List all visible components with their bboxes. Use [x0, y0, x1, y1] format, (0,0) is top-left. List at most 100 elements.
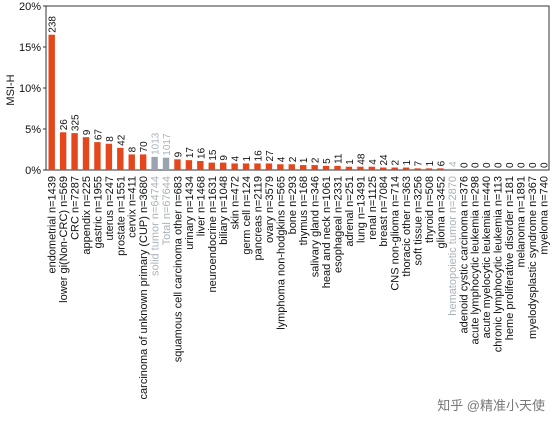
count-label: 4 — [231, 155, 242, 161]
bar — [380, 167, 387, 170]
x-tick-label: thyroid n=508 — [424, 176, 436, 243]
x-tick-label: skin n=472 — [230, 176, 242, 230]
count-label: 26 — [59, 119, 70, 131]
x-tick-label: thoracic other n=363 — [401, 176, 413, 277]
bar — [82, 137, 90, 170]
y-tick-label: 10% — [19, 83, 41, 95]
count-label: 9 — [82, 129, 93, 135]
count-label: 24 — [379, 154, 390, 166]
x-tick-label: myeloma n=740 — [538, 176, 550, 255]
bar — [219, 162, 227, 170]
x-tick-label: lymphoma non-hodgkins n=565 — [275, 176, 287, 330]
count-label: 0 — [471, 162, 482, 168]
x-tick-label: carcinoma of unknown primary (CUP) n=368… — [138, 176, 150, 399]
count-label: 1 — [402, 160, 413, 166]
bar — [322, 165, 330, 170]
bar — [300, 165, 307, 170]
x-tick-label: endometrial n=1439 — [47, 176, 59, 274]
x-tick-label: salivary gland n=346 — [310, 176, 322, 277]
x-tick-label: lower gi(Non-CRC) n=569 — [58, 176, 70, 303]
y-tick-label: 5% — [25, 124, 41, 136]
count-label: 0 — [505, 162, 516, 168]
x-tick-label: solid tumor n=64744 — [150, 176, 162, 276]
x-tick-label: uterus n=247 — [104, 176, 116, 241]
x-tick-label: acute myelocytic leukemia n=440 — [481, 176, 493, 338]
count-label: 27 — [265, 150, 276, 162]
x-tick-label: melanoma n=1891 — [515, 176, 527, 267]
count-label: 2 — [311, 157, 322, 163]
bar — [437, 168, 444, 170]
count-label: 70 — [139, 141, 150, 153]
x-tick-label: renal n=1125 — [367, 176, 379, 240]
count-label: 4 — [448, 161, 459, 167]
count-label: 4 — [276, 156, 287, 162]
x-tick-label: glioma n=3452 — [435, 176, 447, 248]
bar — [425, 168, 433, 170]
count-label: 48 — [356, 153, 367, 165]
bar — [277, 164, 284, 170]
bar — [242, 163, 250, 170]
bar — [185, 160, 193, 170]
count-label: 0 — [528, 162, 539, 168]
count-label: 1 — [345, 159, 356, 165]
bar — [151, 156, 158, 170]
bar — [448, 168, 456, 170]
bar — [197, 160, 204, 170]
x-tick-label: adrenal n=251 — [344, 176, 356, 247]
x-tick-label: breast n=7084 — [378, 176, 390, 247]
bar — [265, 163, 273, 170]
x-tick-label: thymus n=168 — [298, 176, 310, 245]
bar — [345, 166, 353, 170]
x-tick-label: squamous cell carcinoma other n=683 — [172, 176, 184, 362]
count-label: 42 — [116, 134, 127, 146]
y-tick-label: 15% — [19, 42, 41, 54]
count-label: 7 — [414, 160, 425, 166]
count-label: 5 — [322, 158, 333, 164]
count-label: 16 — [253, 150, 264, 162]
bar — [311, 165, 318, 170]
x-tick-label: myelodysplastic syndrome n=367 — [527, 176, 539, 339]
bar — [254, 163, 261, 170]
count-label: 16 — [196, 147, 207, 159]
bar — [105, 143, 113, 170]
x-tick-label: Total n=67644 — [161, 176, 173, 245]
bar — [48, 34, 55, 171]
x-tick-label: prostate n=1551 — [115, 176, 127, 256]
count-label: 0 — [516, 162, 527, 168]
count-label: 1 — [299, 157, 310, 163]
bar — [94, 142, 101, 170]
count-label: 1013 — [151, 132, 162, 155]
x-tick-label: gastric n=1955 — [92, 176, 104, 248]
x-tick-label: lung n=13491 — [355, 176, 367, 243]
y-tick-label: 20% — [19, 1, 41, 13]
x-tick-label: soft tissue n=3256 — [413, 176, 425, 266]
bar — [414, 168, 421, 170]
count-label: 0 — [459, 162, 470, 168]
x-tick-label: acute lymphocytic leukemia n=298 — [470, 176, 482, 344]
x-tick-label: cervix n=411 — [127, 176, 139, 238]
x-tick-label: appendix n=225 — [81, 176, 93, 255]
y-axis-title: MSI-H — [5, 74, 17, 105]
count-label: 9 — [219, 155, 230, 161]
x-tick-label: adenoid cystic carcinoma n=376 — [458, 176, 470, 333]
count-label: 8 — [128, 146, 139, 152]
x-tick-label: germ cell n=124 — [241, 176, 253, 255]
count-label: 6 — [436, 160, 447, 166]
x-tick-label: biliary n=1048 — [218, 176, 230, 245]
count-label: 11 — [334, 153, 345, 164]
count-label: 0 — [494, 162, 505, 168]
count-label: 9 — [173, 151, 184, 157]
count-label: 2 — [288, 156, 299, 162]
bar — [174, 159, 181, 170]
count-label: 1 — [425, 160, 436, 166]
count-label: 238 — [48, 16, 59, 33]
watermark: 知乎 @精准小天使 — [437, 398, 545, 413]
count-label: 0 — [539, 162, 550, 168]
count-label: 4 — [368, 159, 379, 165]
x-tick-label: pancreas n=2119 — [252, 176, 264, 261]
x-tick-label: hematopoietic tumor n=2870 — [447, 176, 459, 316]
bar — [128, 154, 135, 170]
x-tick-label: chronic lymphocytic leukemia n=113 — [493, 176, 505, 352]
count-label: 17 — [185, 147, 196, 159]
